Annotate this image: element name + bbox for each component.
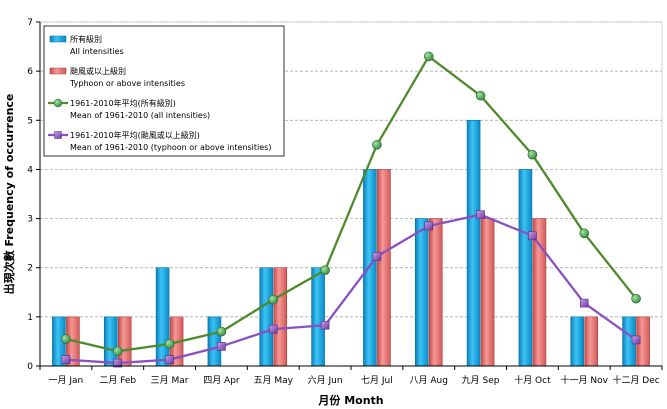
bar-0-4 xyxy=(259,267,274,367)
x-tick-label: 八月 Aug xyxy=(410,375,448,386)
y-tick-label: 4 xyxy=(27,165,33,175)
bar-1-7 xyxy=(428,218,443,367)
x-axis-title: 月份 Month xyxy=(317,393,383,407)
bar-0-2 xyxy=(155,267,170,367)
point-2-9 xyxy=(527,149,538,160)
point-2-8 xyxy=(475,90,486,101)
bar-0-10 xyxy=(570,316,585,367)
point-3-3 xyxy=(217,342,226,351)
x-tick-label: 七月 Jul xyxy=(361,375,393,386)
bar-0-6 xyxy=(363,169,377,367)
legend-marker-3 xyxy=(54,131,62,139)
bar-1-6 xyxy=(377,169,391,367)
legend-box xyxy=(43,25,285,157)
point-3-5 xyxy=(320,320,330,330)
y-tick-label: 0 xyxy=(27,362,33,372)
legend-label-en-0: All intensities xyxy=(70,47,124,56)
point-2-0 xyxy=(61,334,71,344)
legend-label-zh-3: 1961-2010年平均(颱風或以上級別) xyxy=(70,130,200,140)
point-3-9 xyxy=(528,231,537,241)
y-tick-label: 7 xyxy=(27,18,33,28)
x-tick-label: 四月 Apr xyxy=(203,375,240,386)
point-3-0 xyxy=(61,355,71,364)
y-axis-title: 出現次數 Frequency of occurrence xyxy=(2,94,16,295)
y-tick-label: 1 xyxy=(27,313,33,323)
x-tick-label: 十二月 Dec xyxy=(612,374,659,386)
legend-label-en-3: Mean of 1961-2010 (typhoon or above inte… xyxy=(70,143,271,152)
point-2-1 xyxy=(112,346,123,357)
bar-0-3 xyxy=(207,316,222,367)
legend-label-zh-2: 1961-2010年平均(所有級別) xyxy=(70,98,176,108)
y-tick-label: 6 xyxy=(27,67,33,77)
bar-1-10 xyxy=(584,316,599,367)
series-line-3 xyxy=(65,213,637,365)
bar-0-9 xyxy=(518,169,533,367)
legend-swatch-0 xyxy=(49,35,67,43)
y-tick-label: 2 xyxy=(27,264,33,274)
point-2-4 xyxy=(268,294,279,305)
legend-label-en-1: Typhoon or above intensities xyxy=(69,79,185,88)
bar-0-8 xyxy=(466,119,481,367)
point-2-3 xyxy=(216,326,227,337)
x-tick-label: 三月 Mar xyxy=(151,375,189,386)
x-tick-label: 六月 Jun xyxy=(308,374,343,386)
point-2-5 xyxy=(320,265,330,275)
point-3-10 xyxy=(579,298,589,308)
bar-0-7 xyxy=(414,218,429,367)
point-2-10 xyxy=(579,228,590,239)
series-line-2 xyxy=(65,55,637,353)
x-tick-label: 二月 Feb xyxy=(99,375,136,386)
legend-label-zh-1: 颱風或以上級別 xyxy=(70,66,126,76)
point-3-8 xyxy=(476,210,485,219)
legend-label-en-2: Mean of 1961-2010 (all intensities) xyxy=(70,111,210,120)
point-2-6 xyxy=(372,140,382,150)
point-3-1 xyxy=(113,358,123,368)
bar-0-1 xyxy=(103,316,118,367)
point-2-7 xyxy=(423,51,434,62)
point-2-2 xyxy=(164,339,175,349)
x-tick-label: 十月 Oct xyxy=(514,374,551,386)
point-3-7 xyxy=(424,221,434,231)
y-tick-label: 3 xyxy=(27,215,33,225)
bar-0-5 xyxy=(311,267,325,367)
x-tick-label: 一月 Jan xyxy=(49,375,84,386)
legend-marker-2 xyxy=(53,98,63,108)
x-tick-label: 九月 Sep xyxy=(462,375,500,386)
point-3-2 xyxy=(165,355,174,364)
bar-1-1 xyxy=(117,316,132,367)
x-tick-label: 十一月 Nov xyxy=(561,374,609,386)
legend-swatch-1 xyxy=(49,67,67,75)
bar-1-8 xyxy=(480,218,495,367)
point-3-6 xyxy=(372,252,382,261)
bar-1-4 xyxy=(273,267,288,367)
y-tick-label: 5 xyxy=(27,116,33,126)
x-tick-label: 五月 May xyxy=(254,375,294,386)
legend-label-zh-0: 所有級別 xyxy=(70,34,102,44)
point-3-4 xyxy=(268,324,278,334)
point-2-11 xyxy=(631,293,641,304)
point-3-11 xyxy=(631,335,641,345)
